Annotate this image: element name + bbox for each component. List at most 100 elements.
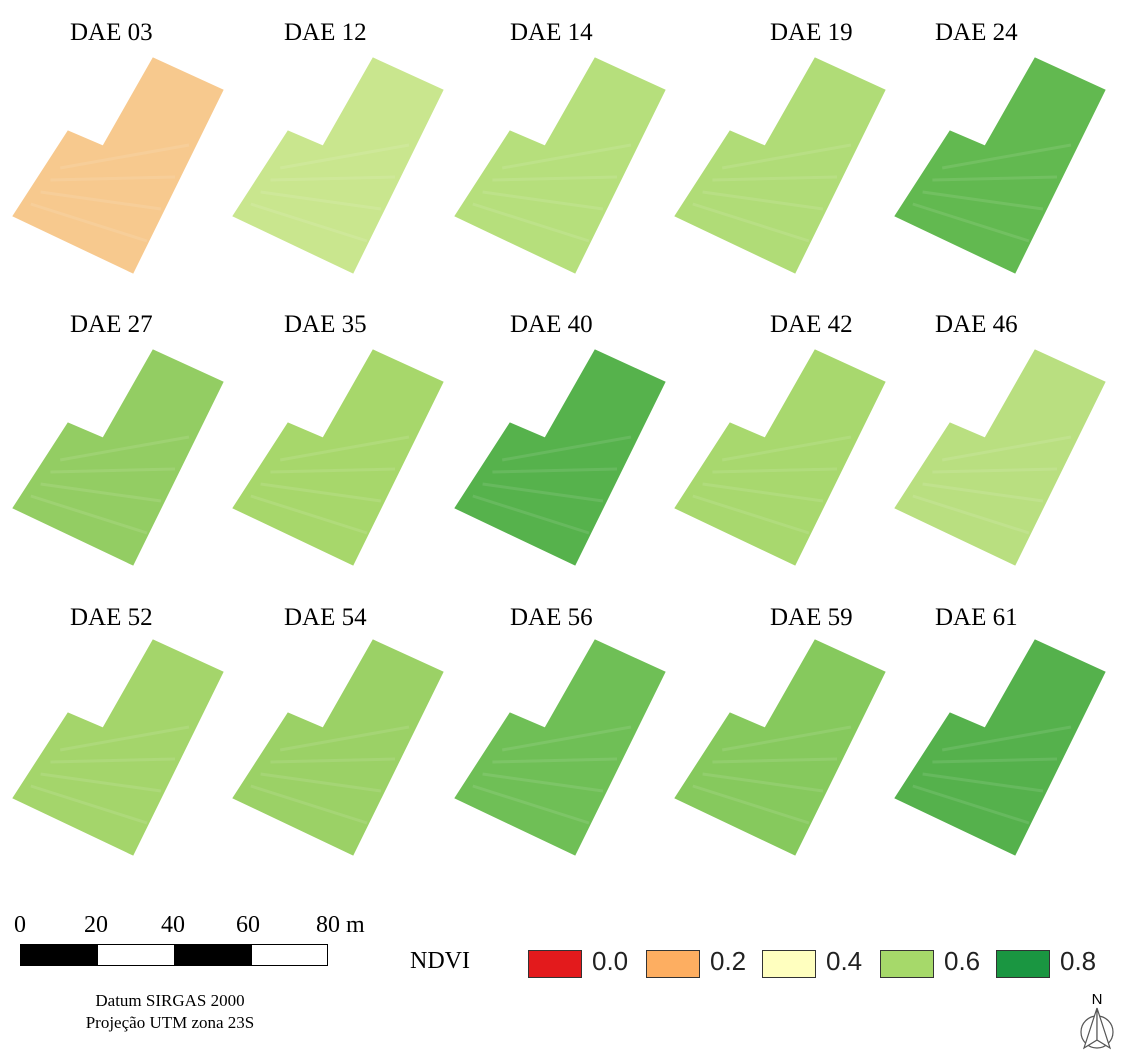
panel-title: DAE 03 xyxy=(70,19,153,46)
panel-title: DAE 61 xyxy=(935,604,1018,631)
field-polygon xyxy=(454,639,666,856)
field-texture xyxy=(692,784,810,825)
field-texture xyxy=(492,175,618,182)
field-texture xyxy=(712,757,838,764)
field-texture xyxy=(260,190,382,211)
field-texture xyxy=(250,784,368,825)
panel-title: DAE 35 xyxy=(284,311,367,338)
field-polygon xyxy=(894,57,1106,274)
field-polygon xyxy=(232,349,444,566)
field-texture xyxy=(30,494,148,535)
panel-title: DAE 59 xyxy=(770,604,853,631)
field-texture xyxy=(50,175,176,182)
field-polygon xyxy=(12,349,224,566)
field-texture xyxy=(712,467,838,474)
north-label: N xyxy=(1092,991,1103,1008)
scale-tick-label: 0 xyxy=(14,912,26,938)
scale-segment xyxy=(20,944,98,966)
field-texture xyxy=(279,143,410,170)
panel-title: DAE 27 xyxy=(70,311,153,338)
field-texture xyxy=(59,435,190,462)
field-texture xyxy=(501,435,632,462)
field-texture xyxy=(922,482,1044,503)
field-texture xyxy=(279,435,410,462)
scale-segment xyxy=(97,944,175,966)
field-texture xyxy=(40,482,162,503)
scale-tick-label: 40 xyxy=(161,912,185,938)
datum-line: Datum SIRGAS 2000 xyxy=(95,991,245,1010)
field-texture xyxy=(472,494,590,535)
field-polygon xyxy=(454,349,666,566)
legend-value: 0.6 xyxy=(944,946,981,976)
field-polygon xyxy=(12,639,224,856)
field-polygon xyxy=(674,57,886,274)
legend-swatch xyxy=(646,950,700,978)
field-texture xyxy=(501,725,632,752)
field-texture xyxy=(472,784,590,825)
field-texture xyxy=(941,725,1072,752)
field-texture xyxy=(270,757,396,764)
field-texture xyxy=(40,190,162,211)
scale-segment xyxy=(174,944,252,966)
field-texture xyxy=(692,202,810,243)
field-texture xyxy=(59,725,190,752)
scale-tick-label: 80 m xyxy=(316,912,365,938)
ndvi-map-grid: DAE 03 DAE 12 DAE 14 DAE 19 DAE 24 DAE 27 DAE … xyxy=(12,19,1106,856)
legend-swatch xyxy=(762,950,816,978)
north-arrow-icon: N xyxy=(1080,991,1114,1050)
field-polygon xyxy=(232,639,444,856)
field-texture xyxy=(30,784,148,825)
panel-title: DAE 40 xyxy=(510,311,593,338)
field-texture xyxy=(260,482,382,503)
field-texture xyxy=(922,190,1044,211)
field-texture xyxy=(932,175,1058,182)
field-texture xyxy=(50,467,176,474)
field-texture xyxy=(941,143,1072,170)
field-texture xyxy=(912,784,1030,825)
field-polygon xyxy=(454,57,666,274)
field-texture xyxy=(250,202,368,243)
legend-swatch xyxy=(528,950,582,978)
legend-title: NDVI xyxy=(410,948,470,974)
datum-note: Datum SIRGAS 2000 Projeção UTM zona 23S xyxy=(0,990,340,1034)
field-texture xyxy=(270,175,396,182)
field-texture xyxy=(702,190,824,211)
field-texture xyxy=(50,757,176,764)
field-maps-svg: DAE 03 DAE 12 DAE 14 DAE 19 DAE 24 DAE 27 DAE … xyxy=(12,19,1106,856)
field-texture xyxy=(712,175,838,182)
field-texture xyxy=(692,494,810,535)
field-polygon xyxy=(674,349,886,566)
legend-value: 0.4 xyxy=(826,946,863,976)
field-polygon xyxy=(12,57,224,274)
field-texture xyxy=(912,494,1030,535)
field-texture xyxy=(721,143,852,170)
panel-title: DAE 12 xyxy=(284,19,367,46)
field-texture xyxy=(932,757,1058,764)
field-texture xyxy=(270,467,396,474)
field-texture xyxy=(941,435,1072,462)
field-polygon xyxy=(674,639,886,856)
field-texture xyxy=(279,725,410,752)
field-texture xyxy=(250,494,368,535)
panel-title: DAE 19 xyxy=(770,19,853,46)
legend-value: 0.2 xyxy=(710,946,747,976)
legend-value: 0.8 xyxy=(1060,946,1097,976)
field-texture xyxy=(260,772,382,793)
field-texture xyxy=(922,772,1044,793)
field-texture xyxy=(501,143,632,170)
panel-title: DAE 42 xyxy=(770,311,853,338)
field-texture xyxy=(492,757,618,764)
field-texture xyxy=(492,467,618,474)
panel-title: DAE 54 xyxy=(284,604,367,631)
field-texture xyxy=(721,725,852,752)
field-texture xyxy=(932,467,1058,474)
scale-tick-label: 60 xyxy=(236,912,260,938)
field-texture xyxy=(721,435,852,462)
projection-line: Projeção UTM zona 23S xyxy=(85,1013,255,1032)
field-texture xyxy=(482,772,604,793)
panel-title: DAE 46 xyxy=(935,311,1018,338)
field-texture xyxy=(912,202,1030,243)
field-texture xyxy=(40,772,162,793)
field-texture xyxy=(482,482,604,503)
scale-tick-label: 20 xyxy=(84,912,108,938)
